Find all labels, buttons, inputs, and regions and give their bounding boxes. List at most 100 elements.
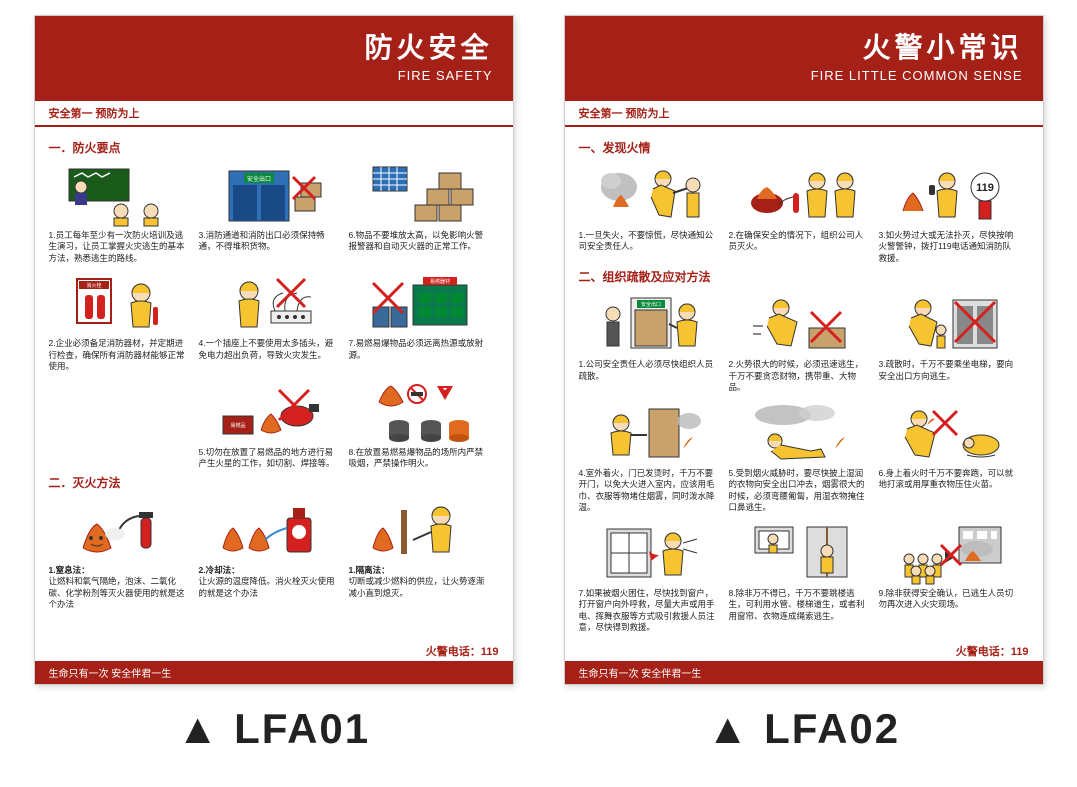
svg-text:119: 119 (976, 182, 994, 194)
poster2-fire-phone: 火警电话：119 (565, 641, 1043, 661)
poster1-fire-phone: 火警电话：119 (35, 641, 513, 661)
suffocate-icon (49, 497, 189, 563)
p2s2-text-7: 7.如果被烟火困住，尽快找到窗户，打开窗户向外呼救，尽量大声或用手电、挥舞衣服等… (579, 588, 719, 634)
poster1-title-en: FIRE SAFETY (55, 68, 493, 83)
alarm-run-icon (579, 162, 719, 228)
training-icon (49, 162, 189, 228)
svg-text:易燃器材: 易燃器材 (429, 278, 449, 285)
p2s1-text-1: 1.一旦失火，不要惊慌，尽快通知公司安全责任人。 (579, 230, 719, 253)
p2s2-text-5: 5.受到烟火威胁时，要尽快披上湿润的衣物向安全出口冲去，烟雾很大的时候，必须弯腰… (729, 468, 869, 514)
p1s1-text-5: 4.一个插座上不要使用太多插头，避免电力超出负荷，导致火灾发生。 (199, 338, 339, 361)
p1s1-cell-6: 易燃器材 7.易燃易爆物品必须远离热源或放射源。 (349, 270, 489, 372)
p1s2-text-1: 1.窒息法： 让燃料和氧气隔绝，泡沫、二氧化碳、化学粉剂等灭火器使用的就是这个办… (49, 565, 189, 611)
p2s2-cell-3: 3.疏散时，千万不要乘坐电梯，要向安全出口方向逃生。 (879, 291, 1019, 393)
crawl-icon (729, 400, 869, 466)
poster2-title-cn: 火警小常识 (585, 26, 1023, 66)
p1s1-text-4: 2.企业必须备足消防器材，并定期进行检查，确保所有消防器材能够正常使用。 (49, 338, 189, 372)
svg-text:安全出口: 安全出口 (640, 301, 660, 308)
poster-lfa02: 火警小常识 FIRE LITTLE COMMON SENSE 安全第一 预防为上… (564, 15, 1044, 685)
label-lfa02: ▲ LFA02 (564, 705, 1044, 753)
ext-fire-icon (729, 162, 869, 228)
cooling-icon (199, 497, 339, 563)
p2s2-cell-4: 4.室外着火，门已发烫时，千万不要开门，以免大火进入室内，应该用毛巾、衣服等物堵… (579, 400, 719, 514)
p1s1-cell-1: 1.员工每年至少有一次防火培训及逃生演习，让员工掌握火灾逃生的基本方法，熟悉逃生… (49, 162, 189, 264)
rope-escape-icon (729, 520, 869, 586)
posters-row: 防火安全 FIRE SAFETY 安全第一 预防为上 一．防火要点 (25, 15, 1052, 685)
stack-boxes-icon (349, 162, 489, 228)
poster2-section2-heading: 二、组织疏散及应对方法 (579, 268, 1029, 285)
p1s2-text-2: 2.冷却法： 让火源的温度降低。消火栓灭火使用的就是这个办法 (199, 565, 339, 599)
poster2-slogan: 安全第一 预防为上 (565, 99, 1043, 127)
poster2-section2-grid: 安全出口 1.公司安全责任人必须尽快组织人员疏散。 (579, 291, 1029, 633)
p2s2-cell-1: 安全出口 1.公司安全责任人必须尽快组织人员疏散。 (579, 291, 719, 393)
poster2-title-en: FIRE LITTLE COMMON SENSE (585, 68, 1023, 83)
poster2-footer: 生命只有一次 安全伴君一生 (565, 661, 1043, 684)
p1s1-cell-8: 易燃品 5.切勿在放置了易燃品的地方进行易产生火星的工作，如切割、焊接等。 (199, 379, 339, 470)
poster2-section1-grid: 1.一旦失火，不要惊慌，尽快通知公司安全责任人。 (579, 162, 1029, 264)
p1s2-cell-3: 1.隔离法： 切断或减少燃料的供应，让火势逐渐减小直到熄灭。 (349, 497, 489, 611)
p1s1-text-6: 7.易燃易爆物品必须远离热源或放射源。 (349, 338, 489, 361)
poster2-section1-heading: 一、发现火情 (579, 139, 1029, 156)
p1s1-cell-5: 4.一个插座上不要使用太多插头，避免电力超出负荷，导致火灾发生。 (199, 270, 339, 372)
label-lfa01: ▲ LFA01 (34, 705, 514, 753)
p2s2-text-3: 3.疏散时，千万不要乘坐电梯，要向安全出口方向逃生。 (879, 359, 1019, 382)
p2s2-text-8: 8.除非万不得已，千万不要跳楼逃生，可利用水管、楼梯道生，或者利用窗帘、衣物连成… (729, 588, 869, 622)
no-spark-icon: 易燃品 (199, 379, 339, 445)
poster-lfa01: 防火安全 FIRE SAFETY 安全第一 预防为上 一．防火要点 (34, 15, 514, 685)
evac-exit-icon: 安全出口 (579, 291, 719, 357)
product-labels: ▲ LFA01 ▲ LFA02 (25, 705, 1052, 753)
p2s1-cell-2: 2.在确保安全的情况下，组织公司人员灭火。 (729, 162, 869, 264)
p1s1-cell-9: 8.在放置易燃易爆物品的场所内严禁吸烟，严禁操作明火。 (349, 379, 489, 470)
wet-towel-icon (579, 400, 719, 466)
poster1-section2-grid: 1.窒息法： 让燃料和氧气隔绝，泡沫、二氧化碳、化学粉剂等灭火器使用的就是这个办… (49, 497, 499, 611)
svg-text:消火栓: 消火栓 (86, 282, 101, 289)
p2s2-text-9: 9.除非获得安全确认，已逃生人员切勿再次进入火灾现场。 (879, 588, 1019, 611)
p1s1-text-2: 3.消防通道和消防出口必须保持畅通，不得堆积货物。 (199, 230, 339, 253)
p1s1-text-8: 5.切勿在放置了易燃品的地方进行易产生火星的工作，如切割、焊接等。 (199, 447, 339, 470)
p2s1-text-2: 2.在确保安全的情况下，组织公司人员灭火。 (729, 230, 869, 253)
poster1-section2-heading: 二．灭火方法 (49, 474, 499, 491)
p2s1-cell-1: 1.一旦失火，不要惊慌，尽快通知公司安全责任人。 (579, 162, 719, 264)
p1s1-text-1: 1.员工每年至少有一次防火培训及逃生演习，让员工掌握火灾逃生的基本方法，熟悉逃生… (49, 230, 189, 264)
p2s2-cell-9: 9.除非获得安全确认，已逃生人员切勿再次进入火灾现场。 (879, 520, 1019, 634)
isolate-icon (349, 497, 489, 563)
no-return-icon (879, 520, 1019, 586)
no-smoking-barrel-icon (349, 379, 489, 445)
poster2-body: 一、发现火情 (565, 127, 1043, 641)
p2s1-cell-3: 119 3.如火势过大或无法扑灭，尽快按响火警警钟，拨打119电话通知消防队救援… (879, 162, 1019, 264)
svg-text:易燃品: 易燃品 (230, 422, 245, 429)
p1s1-text-3: 6.物品不要堆放太高，以免影响火警报警器和自动灭火器的正常工作。 (349, 230, 489, 253)
p1s1-cell-2: 安全出口 3.消防通道和消防出口必须保持畅通，不得堆积货物。 (199, 162, 339, 264)
p1s1-cell-7-empty (49, 379, 189, 470)
poster1-slogan: 安全第一 预防为上 (35, 99, 513, 127)
p1s2-cell-2: 2.冷却法： 让火源的温度降低。消火栓灭火使用的就是这个办法 (199, 497, 339, 611)
poster1-footer: 生命只有一次 安全伴君一生 (35, 661, 513, 684)
p2s2-text-6: 6.身上着火时千万不要奔跑，可以就地打滚或用厚重衣物压住火苗。 (879, 468, 1019, 491)
p2s2-cell-7: 7.如果被烟火困住，尽快找到窗户，打开窗户向外呼救，尽量大声或用手电、挥舞衣服等… (579, 520, 719, 634)
p1s1-cell-3: 6.物品不要堆放太高，以免影响火警报警器和自动灭火器的正常工作。 (349, 162, 489, 264)
p2s2-text-2: 2.火势很大的时候，必须迅速逃生，千万不要贪恋财物，携带重、大物品。 (729, 359, 869, 393)
extinguisher-box-icon: 消火栓 (49, 270, 189, 336)
no-elevator-icon (879, 291, 1019, 357)
p1s1-text-9: 8.在放置易燃易爆物品的场所内严禁吸烟，严禁操作明火。 (349, 447, 489, 470)
poster1-body: 一．防火要点 (35, 127, 513, 641)
window-shout-icon (579, 520, 719, 586)
p1s2-text-3: 1.隔离法： 切断或减少燃料的供应，让火势逐渐减小直到熄灭。 (349, 565, 489, 599)
roll-fire-icon (879, 400, 1019, 466)
call-119-icon: 119 (879, 162, 1019, 228)
svg-text:安全出口: 安全出口 (246, 175, 270, 183)
p2s2-cell-5: 5.受到烟火威胁时，要尽快披上湿润的衣物向安全出口冲去，烟雾很大的时候，必须弯腰… (729, 400, 869, 514)
p2s2-cell-8: 8.除非万不得已，千万不要跳楼逃生，可利用水管、楼梯道生，或者利用窗帘、衣物连成… (729, 520, 869, 634)
p2s2-text-1: 1.公司安全责任人必须尽快组织人员疏散。 (579, 359, 719, 382)
poster1-title-cn: 防火安全 (55, 26, 493, 66)
flammable-store-icon: 易燃器材 (349, 270, 489, 336)
p2s2-cell-6: 6.身上着火时千万不要奔跑，可以就地打滚或用厚重衣物压住火苗。 (879, 400, 1019, 514)
p2s1-text-3: 3.如火势过大或无法扑灭，尽快按响火警警钟，拨打119电话通知消防队救援。 (879, 230, 1019, 264)
overload-socket-icon (199, 270, 339, 336)
p2s2-text-4: 4.室外着火，门已发烫时，千万不要开门，以免大火进入室内，应该用毛巾、衣服等物堵… (579, 468, 719, 514)
p1s1-cell-4: 消火栓 2.企业必须备足消防器材，并定期进行检查，确保所有消防器材能够正常使用。 (49, 270, 189, 372)
poster1-section1-grid: 1.员工每年至少有一次防火培训及逃生演习，让员工掌握火灾逃生的基本方法，熟悉逃生… (49, 162, 499, 470)
p2s2-cell-2: 2.火势很大的时候，必须迅速逃生，千万不要贪恋财物，携带重、大物品。 (729, 291, 869, 393)
poster1-header: 防火安全 FIRE SAFETY (35, 16, 513, 99)
exit-door-icon: 安全出口 (199, 162, 339, 228)
